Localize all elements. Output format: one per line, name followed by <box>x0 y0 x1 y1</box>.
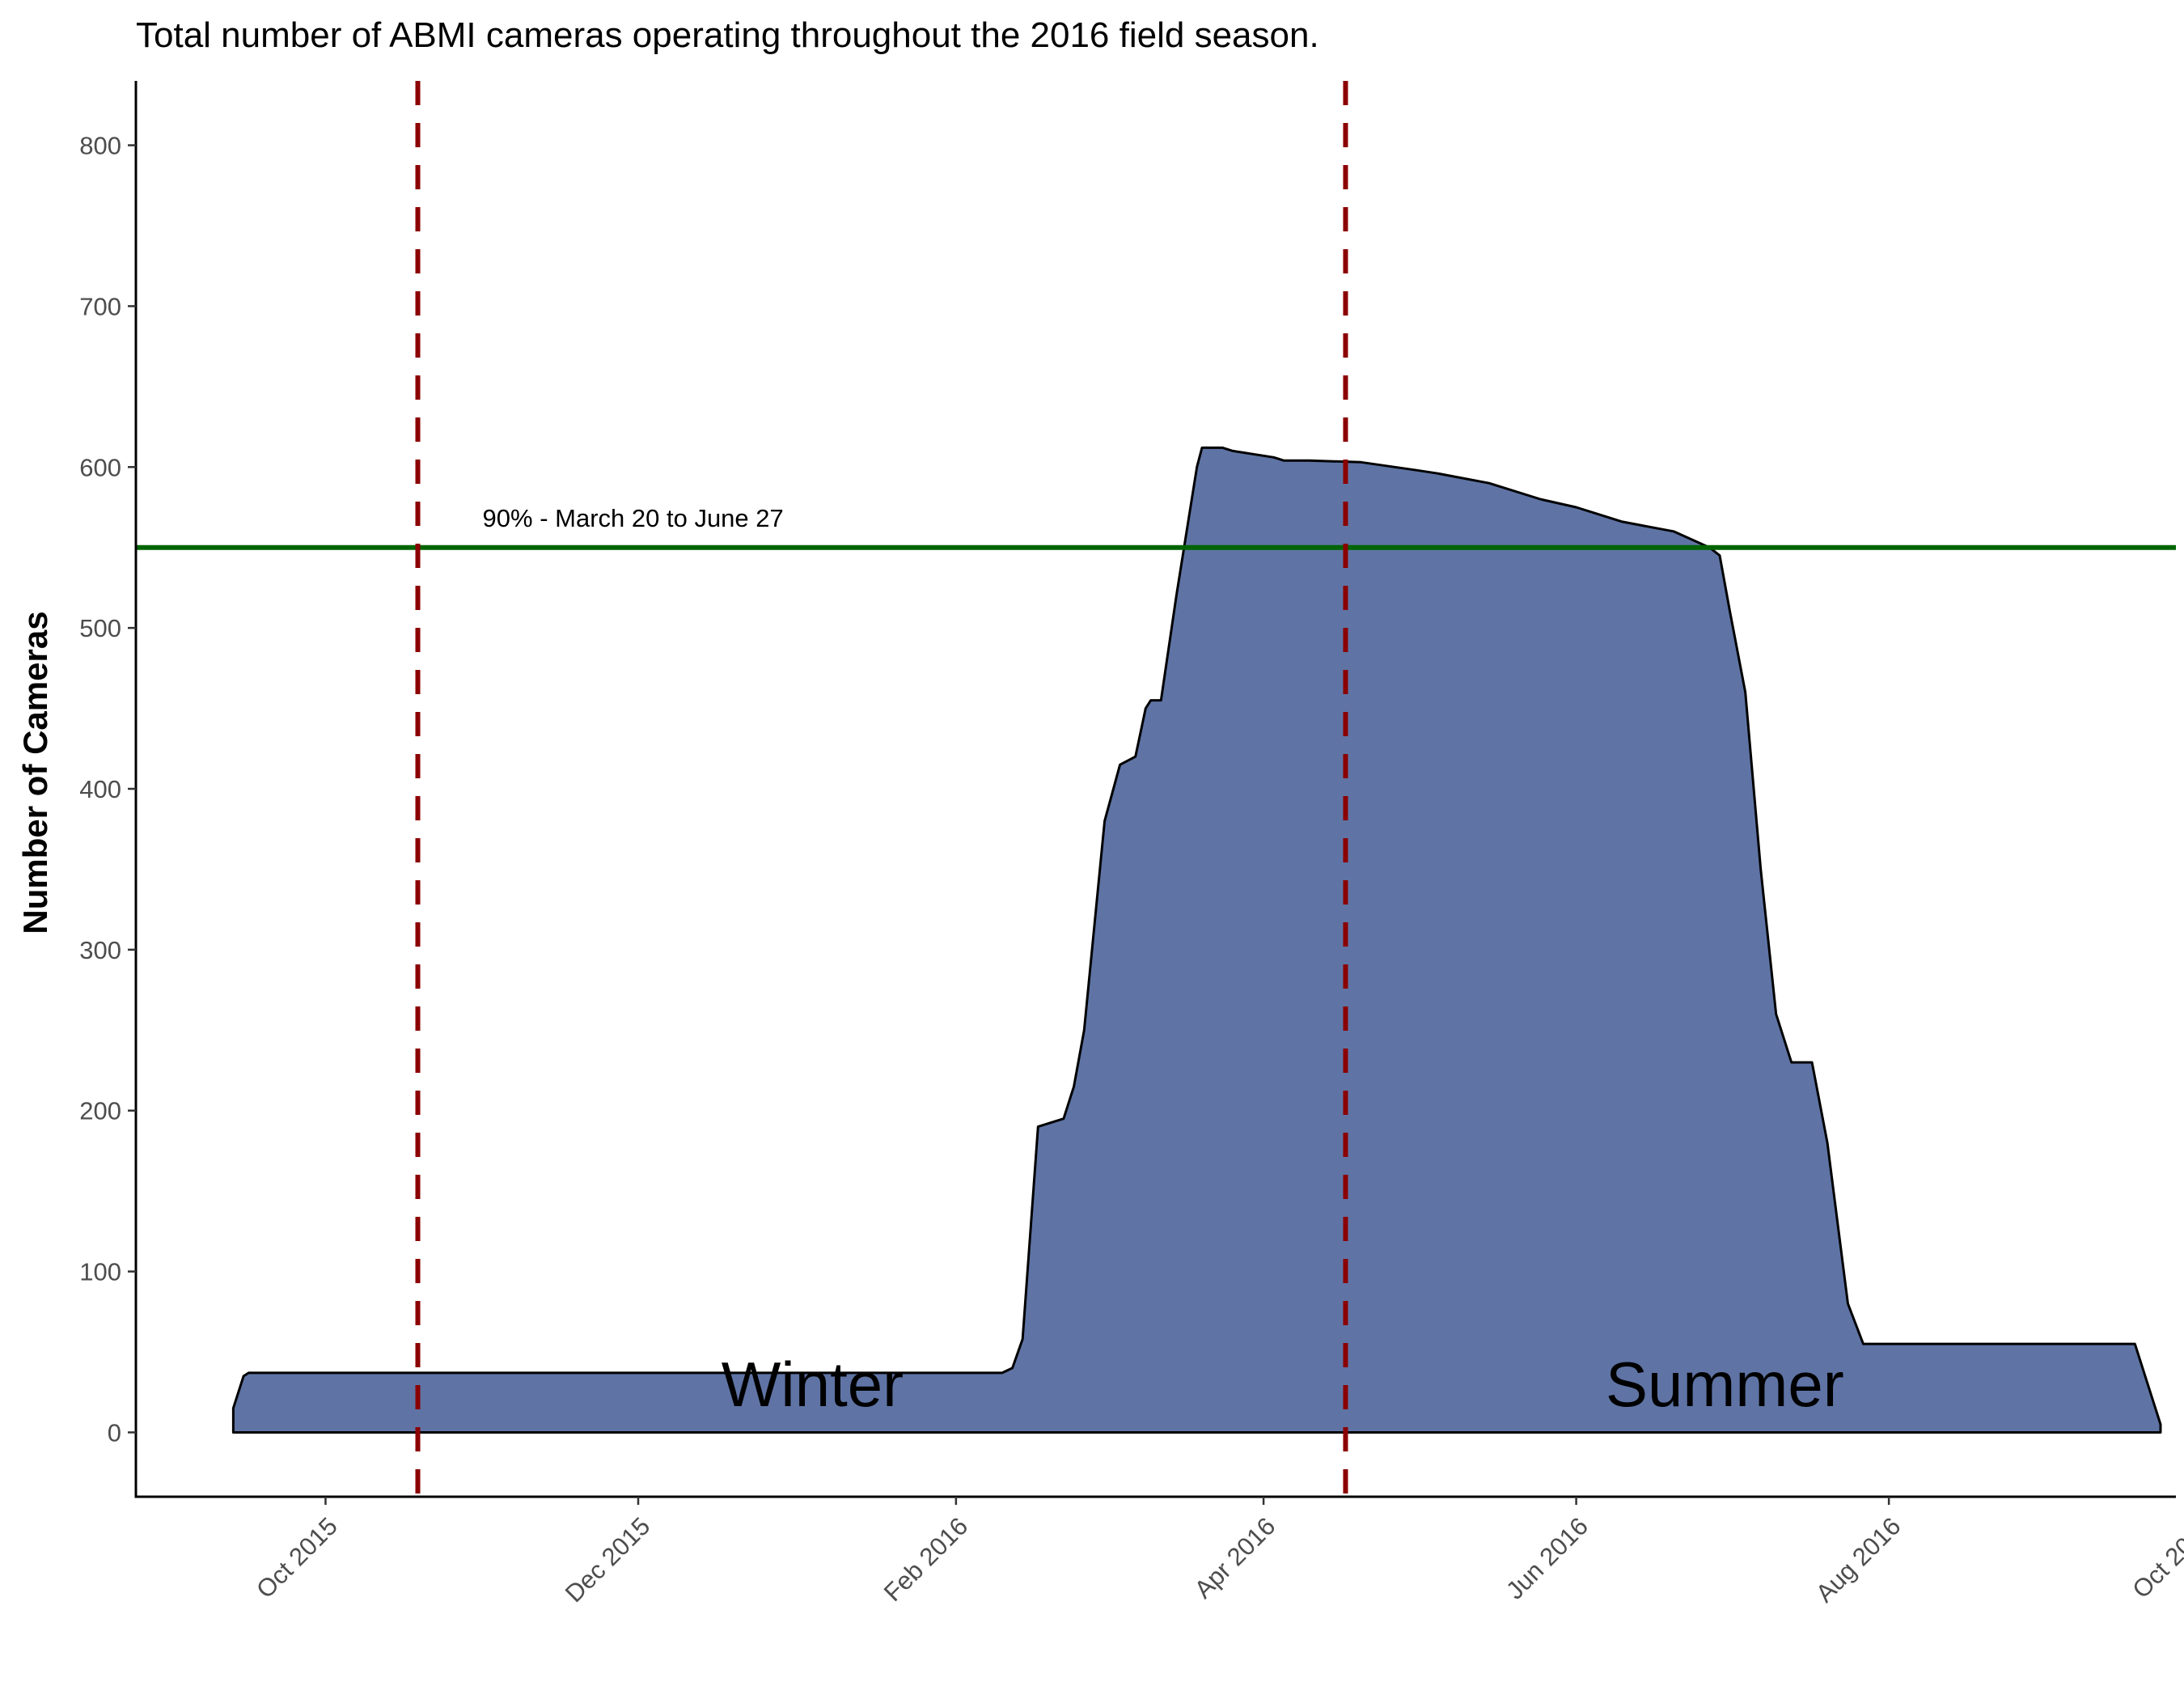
x-tick-label: Feb 2016 <box>878 1512 973 1607</box>
y-tick-label: 0 <box>108 1418 121 1447</box>
x-tick-label: Aug 2016 <box>1810 1512 1907 1608</box>
x-tick-label: Dec 2015 <box>560 1512 656 1608</box>
x-tick-label: Apr 2016 <box>1189 1512 1281 1604</box>
summer-label: Summer <box>1606 1349 1844 1420</box>
x-tick-label: Oct 2016 <box>2127 1512 2184 1604</box>
x-tick-label: Jun 2016 <box>1500 1512 1594 1605</box>
y-tick-label: 800 <box>79 132 121 160</box>
threshold-annotation: 90% - March 20 to June 27 <box>483 504 784 532</box>
y-tick-label: 200 <box>79 1097 121 1125</box>
y-tick-label: 600 <box>79 453 121 481</box>
camera-count-area <box>231 446 2162 1434</box>
y-axis-title: Number of Cameras <box>16 611 54 934</box>
y-tick-label: 300 <box>79 936 121 964</box>
y-tick-label: 700 <box>79 292 121 320</box>
plot-area: 0 100 200 300 400 500 600 700 800 Oct 2015 Dec 201… <box>79 81 2184 1608</box>
chart-title: Total number of ABMI cameras operating t… <box>136 15 1319 55</box>
y-tick-label: 500 <box>79 614 121 642</box>
x-tick-label: Oct 2015 <box>251 1512 343 1604</box>
y-tick-label: 400 <box>79 775 121 803</box>
winter-label: Winter <box>722 1349 904 1420</box>
y-tick-label: 100 <box>79 1258 121 1286</box>
